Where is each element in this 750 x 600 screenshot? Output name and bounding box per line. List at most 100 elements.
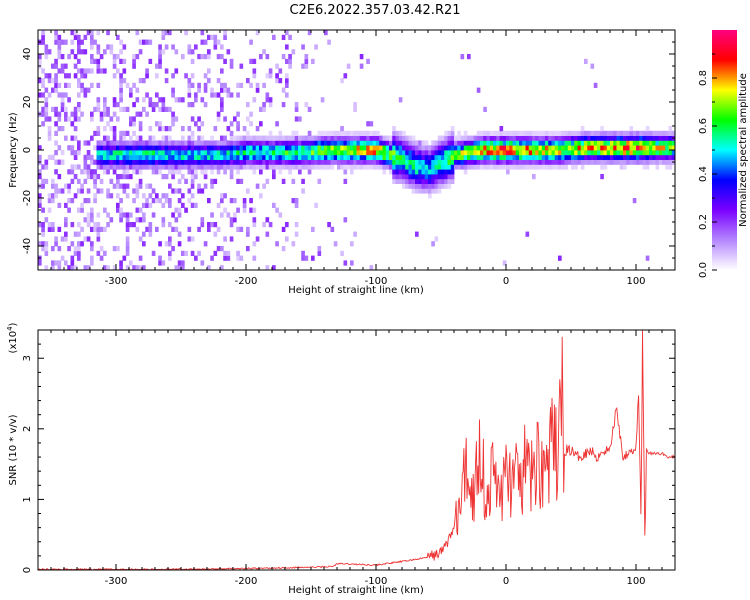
- spectrogram-cell: [519, 164, 523, 170]
- spectrogram-cell: [350, 241, 354, 247]
- spectrogram-cell: [554, 150, 559, 156]
- spectrogram-cell: [285, 145, 289, 151]
- spectrogram-cell: [181, 54, 185, 60]
- spectrogram-cell: [246, 159, 250, 165]
- spectrogram-cell: [236, 250, 240, 256]
- spectrogram-cell: [54, 30, 58, 36]
- snr-y-tick-label: 0: [22, 567, 33, 573]
- spectrogram-cell: [168, 154, 172, 160]
- spectrogram-cell: [561, 140, 565, 146]
- spectrogram-cell: [207, 34, 211, 40]
- spectrogram-cell: [398, 159, 403, 165]
- spectrogram-cell: [249, 39, 253, 45]
- spectrogram-cell: [122, 159, 127, 165]
- spectrogram-cell: [470, 140, 474, 146]
- spectrogram-cell: [119, 260, 123, 266]
- spectrogram-cell: [106, 44, 110, 50]
- spectrogram-cell: [93, 193, 97, 199]
- spectrogram-cell: [220, 54, 224, 60]
- spectrogram-cell: [164, 44, 169, 50]
- spectrogram-x-label: Height of straight line (km): [288, 285, 424, 296]
- spectrogram-cell: [145, 73, 149, 79]
- spectrogram-cell: [395, 174, 400, 180]
- spectrogram-cell: [398, 178, 403, 184]
- spectrogram-cell: [54, 159, 58, 165]
- spectrogram-cell: [249, 82, 253, 88]
- spectrogram-cell: [294, 231, 299, 237]
- spectrogram-cell: [119, 154, 123, 160]
- spectrogram-cell: [226, 49, 231, 55]
- spectrogram-cell: [603, 145, 608, 151]
- spectrogram-cell: [142, 39, 146, 45]
- spectrogram-cell: [275, 159, 279, 165]
- spectrogram-cell: [207, 68, 211, 74]
- spectrogram-cell: [190, 49, 195, 55]
- spectrogram-cell: [343, 145, 348, 151]
- spectrogram-cell: [272, 154, 276, 160]
- spectrogram-cell: [99, 150, 104, 156]
- spectrogram-cell: [132, 63, 136, 69]
- spectrogram-cell: [155, 63, 159, 69]
- spectrogram-cell: [265, 97, 270, 103]
- spectrogram-cell: [538, 130, 543, 136]
- spectrogram-cell: [405, 135, 409, 141]
- spectrogram-cell: [571, 154, 575, 160]
- spectrogram-cell: [77, 39, 81, 45]
- snr-y-multiplier: (x104): [6, 322, 19, 353]
- spectrogram-cell: [337, 150, 341, 156]
- spectrogram-cell: [473, 145, 478, 151]
- spectrogram-cell: [70, 39, 75, 45]
- spectrogram-cell: [106, 169, 110, 175]
- spectrogram-cell: [252, 217, 257, 223]
- spectrogram-cell: [395, 169, 400, 175]
- spectrogram-cell: [421, 164, 426, 170]
- spectrogram-cell: [301, 188, 305, 194]
- spectrogram-cell: [112, 145, 117, 151]
- spectrogram-cell: [486, 154, 491, 160]
- spectrogram-cell: [252, 222, 257, 228]
- spectrogram-cell: [187, 135, 192, 141]
- spectrogram-cell: [109, 154, 114, 160]
- spectrogram-cell: [210, 150, 214, 156]
- spectrogram-cell: [636, 150, 640, 156]
- spectrogram-cell: [70, 121, 75, 127]
- spectrogram-cell: [119, 265, 123, 271]
- spectrogram-cell: [652, 159, 656, 165]
- spectrogram-cell: [411, 188, 416, 194]
- spectrogram-cell: [106, 164, 110, 170]
- spectrogram-cell: [119, 78, 123, 84]
- spectrogram-cell: [437, 154, 442, 160]
- spectrogram-cell: [233, 198, 237, 204]
- spectrogram-cell: [194, 140, 198, 146]
- spectrogram-cell: [636, 130, 640, 136]
- spectrogram-cell: [158, 58, 162, 64]
- spectrogram-cell: [171, 188, 175, 194]
- spectrogram-cell: [44, 250, 49, 256]
- spectrogram-cell: [600, 135, 604, 141]
- spectrogram-cell: [317, 135, 322, 141]
- spectrogram-cell: [467, 150, 471, 156]
- spectrogram-cell: [112, 58, 117, 64]
- spectrogram-cell: [135, 135, 140, 141]
- spectrogram-cell: [450, 154, 455, 160]
- spectrogram-cell: [558, 130, 562, 136]
- spectrogram-cell: [249, 207, 253, 213]
- spectrogram-cell: [103, 159, 107, 165]
- spectrogram-cell: [252, 207, 257, 213]
- spectrogram-cell: [96, 126, 101, 132]
- spectrogram-cell: [489, 130, 494, 136]
- spectrogram-cell: [619, 130, 624, 136]
- spectrogram-cell: [402, 135, 406, 141]
- spectrogram-cell: [47, 193, 52, 199]
- spectrogram-cell: [168, 145, 172, 151]
- spectrogram-cell: [548, 159, 552, 165]
- spectrogram-cell: [129, 87, 133, 93]
- spectrogram-cell: [330, 135, 335, 141]
- spectrogram-cell: [168, 150, 172, 156]
- spectrogram-cell: [405, 174, 409, 180]
- spectrogram-cell: [428, 169, 432, 175]
- spectrogram-cell: [545, 145, 549, 151]
- spectrogram-cell: [164, 145, 169, 151]
- spectrogram-cell: [454, 140, 458, 146]
- spectrogram-cell: [421, 150, 426, 156]
